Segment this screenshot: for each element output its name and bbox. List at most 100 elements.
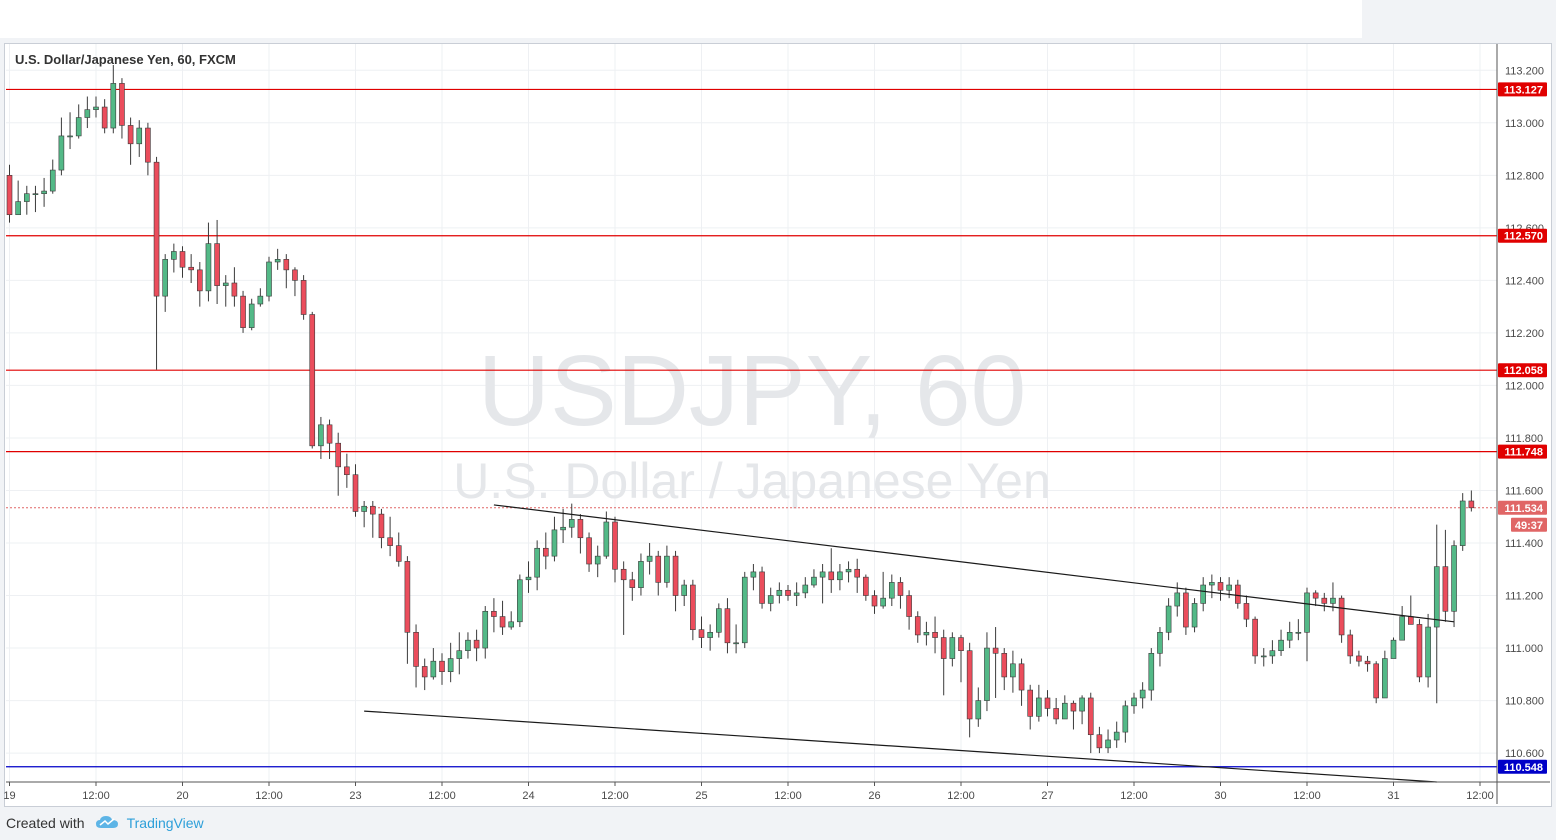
candle[interactable] <box>776 582 783 604</box>
candle[interactable] <box>421 658 428 691</box>
candle[interactable] <box>75 104 82 139</box>
candle[interactable] <box>395 532 402 567</box>
candle[interactable] <box>949 632 956 667</box>
candle[interactable] <box>828 548 835 593</box>
candle[interactable] <box>15 180 21 216</box>
candle[interactable] <box>93 96 99 118</box>
candle[interactable] <box>1295 619 1302 641</box>
candle[interactable] <box>1217 577 1224 601</box>
candle[interactable] <box>672 550 679 612</box>
candle[interactable] <box>1062 695 1068 720</box>
candle[interactable] <box>67 112 73 150</box>
candle[interactable] <box>162 254 168 312</box>
candle[interactable] <box>1148 648 1155 701</box>
candle[interactable] <box>750 564 757 591</box>
candle[interactable] <box>542 532 549 570</box>
candle[interactable] <box>1338 595 1345 643</box>
candle[interactable] <box>1131 692 1137 714</box>
candle[interactable] <box>318 416 324 459</box>
candle[interactable] <box>568 503 575 538</box>
candle[interactable] <box>508 611 515 630</box>
candle[interactable] <box>897 577 904 609</box>
candle[interactable] <box>473 629 480 662</box>
candle[interactable] <box>802 577 809 599</box>
candle[interactable] <box>681 579 688 607</box>
candle[interactable] <box>361 500 367 528</box>
candle[interactable] <box>179 246 186 278</box>
candle[interactable] <box>966 642 973 738</box>
candle[interactable] <box>629 571 636 601</box>
candle[interactable] <box>1364 655 1371 672</box>
candle[interactable] <box>975 687 982 727</box>
candle[interactable] <box>940 629 947 696</box>
candle[interactable] <box>1036 684 1042 722</box>
candle[interactable] <box>1001 648 1008 691</box>
candle[interactable] <box>214 219 220 305</box>
candle[interactable] <box>335 432 342 496</box>
candle[interactable] <box>465 632 471 659</box>
candle[interactable] <box>984 632 990 712</box>
candle[interactable] <box>205 222 212 302</box>
candle[interactable] <box>759 566 765 609</box>
candle[interactable] <box>387 516 393 557</box>
trendline[interactable] <box>364 710 1437 783</box>
candle[interactable] <box>1347 629 1354 664</box>
candle[interactable] <box>1087 692 1094 754</box>
candle[interactable] <box>326 419 333 459</box>
candle[interactable] <box>430 648 437 680</box>
candle[interactable] <box>655 550 662 596</box>
candle[interactable] <box>932 616 938 654</box>
candle[interactable] <box>1053 697 1059 725</box>
candle[interactable] <box>1425 613 1431 688</box>
footer[interactable]: Created with TradingView <box>6 812 204 834</box>
candle[interactable] <box>1209 574 1215 599</box>
candle[interactable] <box>6 164 13 223</box>
candle[interactable] <box>733 624 739 654</box>
candle[interactable] <box>525 561 532 593</box>
candle[interactable] <box>1312 590 1319 607</box>
candle[interactable] <box>456 632 463 675</box>
candle[interactable] <box>491 598 497 633</box>
candle[interactable] <box>880 571 886 609</box>
candle[interactable] <box>300 275 307 320</box>
candle[interactable] <box>404 556 411 664</box>
candle[interactable] <box>906 590 912 630</box>
candle[interactable] <box>1070 700 1077 730</box>
candle[interactable] <box>1442 529 1449 622</box>
candle[interactable] <box>1096 726 1103 754</box>
candle[interactable] <box>1183 587 1189 635</box>
candle[interactable] <box>767 587 774 612</box>
candle[interactable] <box>1157 627 1163 667</box>
tradingview-brand[interactable]: TradingView <box>126 815 204 831</box>
candle[interactable] <box>439 653 445 685</box>
candle[interactable] <box>845 561 852 583</box>
candle[interactable] <box>837 564 843 591</box>
candle[interactable] <box>1252 616 1258 664</box>
candle[interactable] <box>1044 690 1051 717</box>
candle[interactable] <box>110 65 117 134</box>
candle[interactable] <box>171 243 177 273</box>
candle[interactable] <box>240 290 246 333</box>
candle[interactable] <box>378 508 385 549</box>
candle[interactable] <box>1408 595 1414 625</box>
candle[interactable] <box>1321 592 1328 612</box>
candle[interactable] <box>586 532 592 572</box>
candle[interactable] <box>222 275 229 307</box>
candle[interactable] <box>690 579 696 641</box>
candle[interactable] <box>41 177 47 207</box>
candle[interactable] <box>1416 619 1423 683</box>
candle[interactable] <box>620 561 627 635</box>
candle[interactable] <box>1113 721 1120 748</box>
candle[interactable] <box>84 96 91 129</box>
candle[interactable] <box>413 624 419 688</box>
candle[interactable] <box>352 464 359 517</box>
candle[interactable] <box>603 511 610 559</box>
candle[interactable] <box>1191 598 1198 633</box>
candle[interactable] <box>577 514 584 554</box>
candle[interactable] <box>248 298 255 331</box>
candle[interactable] <box>1390 637 1397 659</box>
candle[interactable] <box>819 564 826 604</box>
candle[interactable] <box>594 545 601 578</box>
candle[interactable] <box>257 288 264 307</box>
